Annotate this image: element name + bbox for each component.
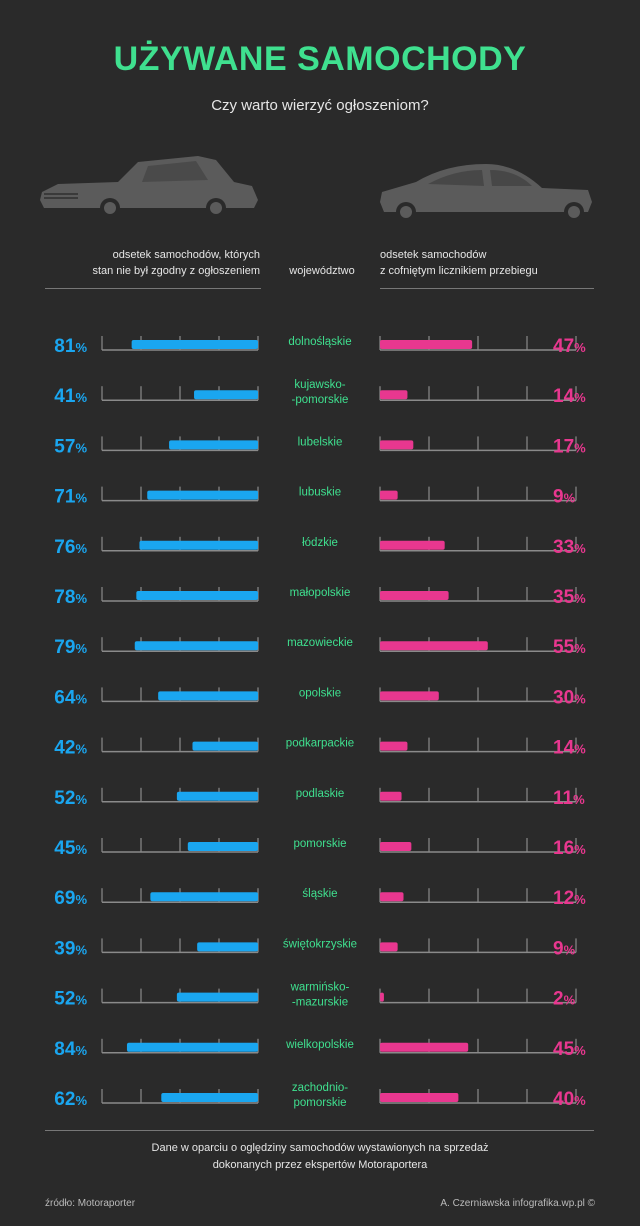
right-bar (380, 390, 408, 400)
left-value-label: 84% (54, 1039, 87, 1060)
region-label: lubelskie (298, 436, 343, 448)
region-label: dolnośląskie (288, 336, 351, 348)
footer-divider (45, 1130, 594, 1131)
left-value-label: 78% (54, 587, 87, 608)
right-value-label: 9% (553, 487, 576, 508)
right-value-label: 12% (553, 888, 586, 909)
region-label: -mazurskie (292, 997, 348, 1009)
right-value-label: 47% (553, 336, 586, 357)
region-label: kujawsko- (294, 379, 345, 391)
left-value-label: 79% (54, 637, 87, 658)
right-value-label: 11% (553, 788, 585, 809)
right-bar (380, 641, 488, 651)
left-value-label: 71% (54, 487, 87, 508)
left-value-label: 52% (54, 989, 87, 1010)
right-value-label: 14% (553, 386, 586, 407)
region-label: opolskie (299, 687, 341, 699)
left-value-label: 62% (54, 1089, 87, 1110)
region-label: śląskie (302, 888, 337, 900)
region-label: warmińsko- (290, 982, 350, 994)
header-divider-left (45, 288, 261, 289)
region-label: pomorskie (293, 1097, 346, 1109)
region-label: łódzkie (302, 537, 338, 549)
right-value-label: 17% (553, 436, 586, 457)
right-value-label: 14% (553, 738, 586, 759)
left-value-label: 39% (54, 938, 87, 959)
left-bar (187, 842, 258, 851)
left-value-label: 42% (54, 738, 87, 759)
right-bar (380, 791, 402, 801)
right-bar (380, 1042, 469, 1052)
left-value-label: 69% (54, 888, 87, 909)
data-note: Dane w oparciu o oględziny samochodów wy… (151, 1142, 489, 1171)
left-bar (150, 892, 258, 902)
left-value-label: 52% (54, 788, 87, 809)
region-label: świętokrzyskie (283, 938, 357, 950)
left-bar (192, 741, 258, 751)
region-label: zachodnio- (292, 1082, 348, 1094)
region-header: województwo (289, 265, 355, 277)
left-value-label: 76% (54, 537, 87, 558)
region-label: -pomorskie (292, 394, 349, 406)
right-bar (380, 691, 439, 701)
right-bar (380, 942, 398, 952)
right-bar (380, 490, 398, 500)
left-bar (197, 942, 258, 952)
right-bar (380, 741, 408, 751)
region-label: wielkopolskie (285, 1039, 354, 1051)
left-bar (136, 591, 258, 600)
region-label: małopolskie (290, 587, 351, 599)
right-value-label: 16% (553, 838, 586, 859)
left-bar (131, 340, 258, 349)
right-bar (380, 340, 473, 349)
left-value-label: 81% (54, 336, 87, 357)
left-bar (139, 540, 258, 550)
left-value-label: 64% (54, 687, 87, 708)
sports-car-icon (380, 164, 592, 222)
right-value-label: 55% (553, 637, 586, 658)
left-value-label: 57% (54, 436, 87, 457)
left-bar (134, 641, 258, 651)
right-bar (380, 1093, 459, 1102)
region-label: podkarpackie (286, 738, 354, 750)
vintage-car-icon (40, 156, 258, 218)
right-value-label: 40% (553, 1089, 586, 1110)
right-bar (380, 992, 384, 1002)
page-subtitle: Czy warto wierzyć ogłoszeniom? (211, 97, 429, 114)
source-label: źródło: Motoraporter (45, 1198, 136, 1209)
region-label: pomorskie (293, 838, 346, 850)
left-bar (176, 791, 258, 801)
left-series-header: odsetek samochodów, których stan nie był… (92, 249, 260, 277)
right-bar (380, 440, 414, 450)
region-label: podlaskie (296, 788, 345, 800)
left-bar (194, 390, 258, 400)
left-bar (176, 992, 258, 1002)
right-series-header: odsetek samochodów z cofniętym licznikie… (380, 249, 538, 277)
right-value-label: 33% (553, 537, 586, 558)
right-bar (380, 591, 449, 600)
right-value-label: 9% (553, 938, 576, 959)
right-bar (380, 842, 412, 851)
header-divider-right (380, 288, 594, 289)
left-value-label: 41% (54, 386, 87, 407)
right-value-label: 35% (553, 587, 586, 608)
right-bar (380, 540, 445, 550)
region-label: lubuskie (299, 487, 341, 499)
page-title: UŻYWANE SAMOCHODY (113, 40, 527, 78)
region-label: mazowieckie (287, 637, 353, 649)
left-value-label: 45% (54, 838, 87, 859)
left-bar (169, 440, 258, 450)
left-bar (147, 490, 258, 500)
left-bar (158, 691, 258, 701)
left-bar (161, 1093, 258, 1102)
right-value-label: 45% (553, 1039, 586, 1060)
right-bar (380, 892, 404, 902)
right-value-label: 30% (553, 687, 586, 708)
author-credit: A. Czerniawska infografika.wp.pl © (440, 1198, 595, 1209)
right-value-label: 2% (553, 989, 576, 1010)
left-bar (126, 1042, 259, 1052)
